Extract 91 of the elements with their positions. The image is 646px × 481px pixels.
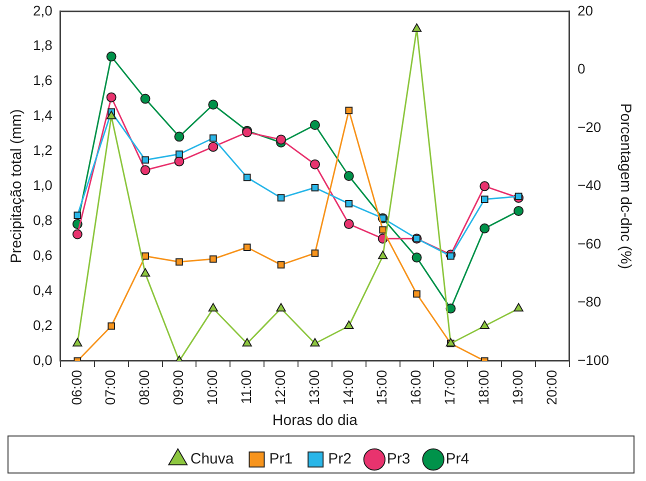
point bbox=[140, 165, 150, 176]
y-tick-label: 1,8 bbox=[32, 37, 53, 54]
point bbox=[480, 181, 490, 192]
point bbox=[514, 192, 522, 200]
point bbox=[140, 268, 150, 277]
point bbox=[106, 110, 116, 120]
x-axis-title: Horas do dia bbox=[272, 412, 358, 430]
point bbox=[447, 252, 454, 260]
y-tick-label: 1,6 bbox=[32, 72, 53, 88]
point bbox=[142, 156, 149, 164]
x-tick-label: 08:00 bbox=[136, 370, 152, 406]
point bbox=[242, 338, 252, 346]
point bbox=[310, 159, 320, 170]
point bbox=[209, 255, 217, 263]
x-tick-label: 13:00 bbox=[306, 370, 322, 406]
x-tick-label: 16:00 bbox=[408, 370, 424, 406]
point bbox=[412, 23, 422, 32]
point bbox=[276, 303, 286, 312]
point bbox=[72, 229, 82, 240]
point bbox=[72, 338, 82, 346]
point bbox=[311, 184, 319, 192]
point bbox=[140, 94, 150, 104]
x-tick-label: 10:00 bbox=[204, 370, 220, 406]
y-tick-label: 1,4 bbox=[32, 107, 53, 124]
point bbox=[208, 100, 218, 110]
x-tick-label: 07:00 bbox=[102, 370, 118, 406]
legend-label: Pr1 bbox=[269, 450, 293, 468]
point bbox=[106, 52, 116, 62]
y-tick-label: 0,8 bbox=[32, 212, 53, 228]
point bbox=[208, 303, 218, 312]
point bbox=[108, 322, 116, 330]
x-tick-label: 11:00 bbox=[238, 370, 254, 404]
y2-tick-label: −80 bbox=[577, 294, 602, 310]
point bbox=[208, 142, 218, 152]
point bbox=[345, 106, 353, 114]
point bbox=[344, 170, 354, 181]
point bbox=[412, 252, 422, 263]
x-tick-label: 15:00 bbox=[374, 370, 390, 406]
point bbox=[106, 92, 116, 102]
y-tick-label: 1,2 bbox=[32, 142, 53, 158]
point bbox=[176, 258, 183, 266]
legend-label: Chuva bbox=[190, 450, 234, 468]
point bbox=[413, 290, 420, 298]
point bbox=[277, 261, 285, 269]
point bbox=[378, 250, 388, 260]
y2-tick-label: −20 bbox=[577, 118, 602, 135]
point bbox=[243, 244, 251, 252]
y-tick-label: 0,2 bbox=[32, 316, 53, 333]
point bbox=[311, 250, 319, 257]
x-tick-label: 19:00 bbox=[509, 370, 526, 406]
point bbox=[379, 226, 387, 234]
x-tick-label: 18:00 bbox=[475, 370, 492, 406]
point bbox=[480, 320, 490, 330]
y-tick-label: 0,4 bbox=[32, 282, 53, 298]
y2-axis-title: Porcentagem dc-dnc (%) bbox=[616, 103, 634, 270]
y-tick-label: 1,0 bbox=[32, 177, 53, 194]
point bbox=[243, 174, 251, 182]
y2-tick-label: −40 bbox=[577, 177, 602, 194]
y2-tick-label: 0 bbox=[577, 60, 586, 77]
point bbox=[514, 303, 524, 312]
y-axis-title: Precipitação total (mm) bbox=[8, 109, 26, 264]
legend-label: Pr4 bbox=[446, 450, 470, 468]
point bbox=[310, 338, 320, 346]
x-tick-label: 06:00 bbox=[68, 370, 84, 406]
point bbox=[176, 150, 183, 158]
y2-tick-label: 20 bbox=[577, 2, 594, 18]
x-tick-label: 20:00 bbox=[543, 370, 560, 406]
point bbox=[344, 219, 354, 230]
point bbox=[277, 194, 285, 202]
y2-tick-label: −100 bbox=[577, 352, 610, 368]
point bbox=[142, 252, 149, 260]
y-tick-label: 2,0 bbox=[32, 2, 53, 18]
x-tick-label: 09:00 bbox=[170, 370, 186, 406]
x-tick-label: 17:00 bbox=[442, 370, 458, 406]
point bbox=[345, 200, 353, 208]
point bbox=[209, 134, 217, 142]
point bbox=[514, 206, 524, 216]
x-tick-label: 14:00 bbox=[340, 370, 356, 406]
y-tick-label: 0,0 bbox=[32, 352, 53, 368]
y2-tick-label: −60 bbox=[577, 235, 602, 252]
point bbox=[276, 134, 286, 145]
y-tick-label: 0,6 bbox=[32, 246, 53, 263]
legend-label: Pr3 bbox=[386, 450, 410, 468]
point bbox=[344, 320, 354, 330]
point bbox=[174, 132, 184, 142]
legend-label: Pr2 bbox=[328, 450, 352, 468]
point bbox=[74, 212, 82, 219]
point bbox=[480, 223, 490, 234]
x-tick-label: 12:00 bbox=[272, 370, 288, 406]
point bbox=[480, 196, 488, 203]
point bbox=[310, 120, 320, 130]
